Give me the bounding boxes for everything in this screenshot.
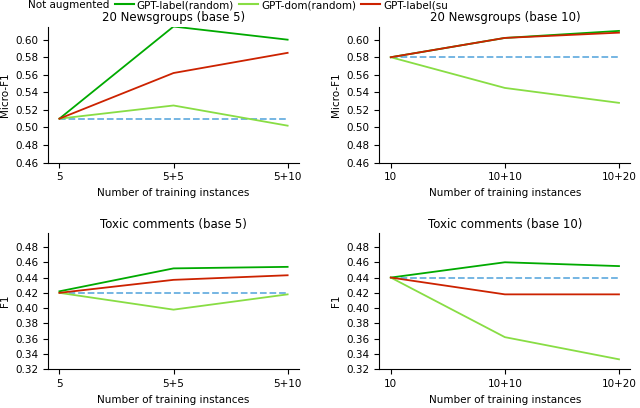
Title: Toxic comments (base 5): Toxic comments (base 5) (100, 218, 247, 231)
Title: 20 Newsgroups (base 5): 20 Newsgroups (base 5) (102, 11, 245, 24)
Y-axis label: F1: F1 (0, 295, 10, 308)
Title: Toxic comments (base 10): Toxic comments (base 10) (428, 218, 582, 231)
X-axis label: Number of training instances: Number of training instances (429, 188, 581, 198)
Y-axis label: Micro-F1: Micro-F1 (0, 72, 10, 117)
Y-axis label: F1: F1 (331, 295, 341, 308)
Title: 20 Newsgroups (base 10): 20 Newsgroups (base 10) (429, 11, 580, 24)
X-axis label: Number of training instances: Number of training instances (97, 395, 250, 404)
Legend: Not augmented, GPT-label(random), GPT-dom(random), GPT-label(su: Not augmented, GPT-label(random), GPT-do… (6, 0, 448, 10)
X-axis label: Number of training instances: Number of training instances (429, 395, 581, 404)
X-axis label: Number of training instances: Number of training instances (97, 188, 250, 198)
Y-axis label: Micro-F1: Micro-F1 (331, 72, 341, 117)
